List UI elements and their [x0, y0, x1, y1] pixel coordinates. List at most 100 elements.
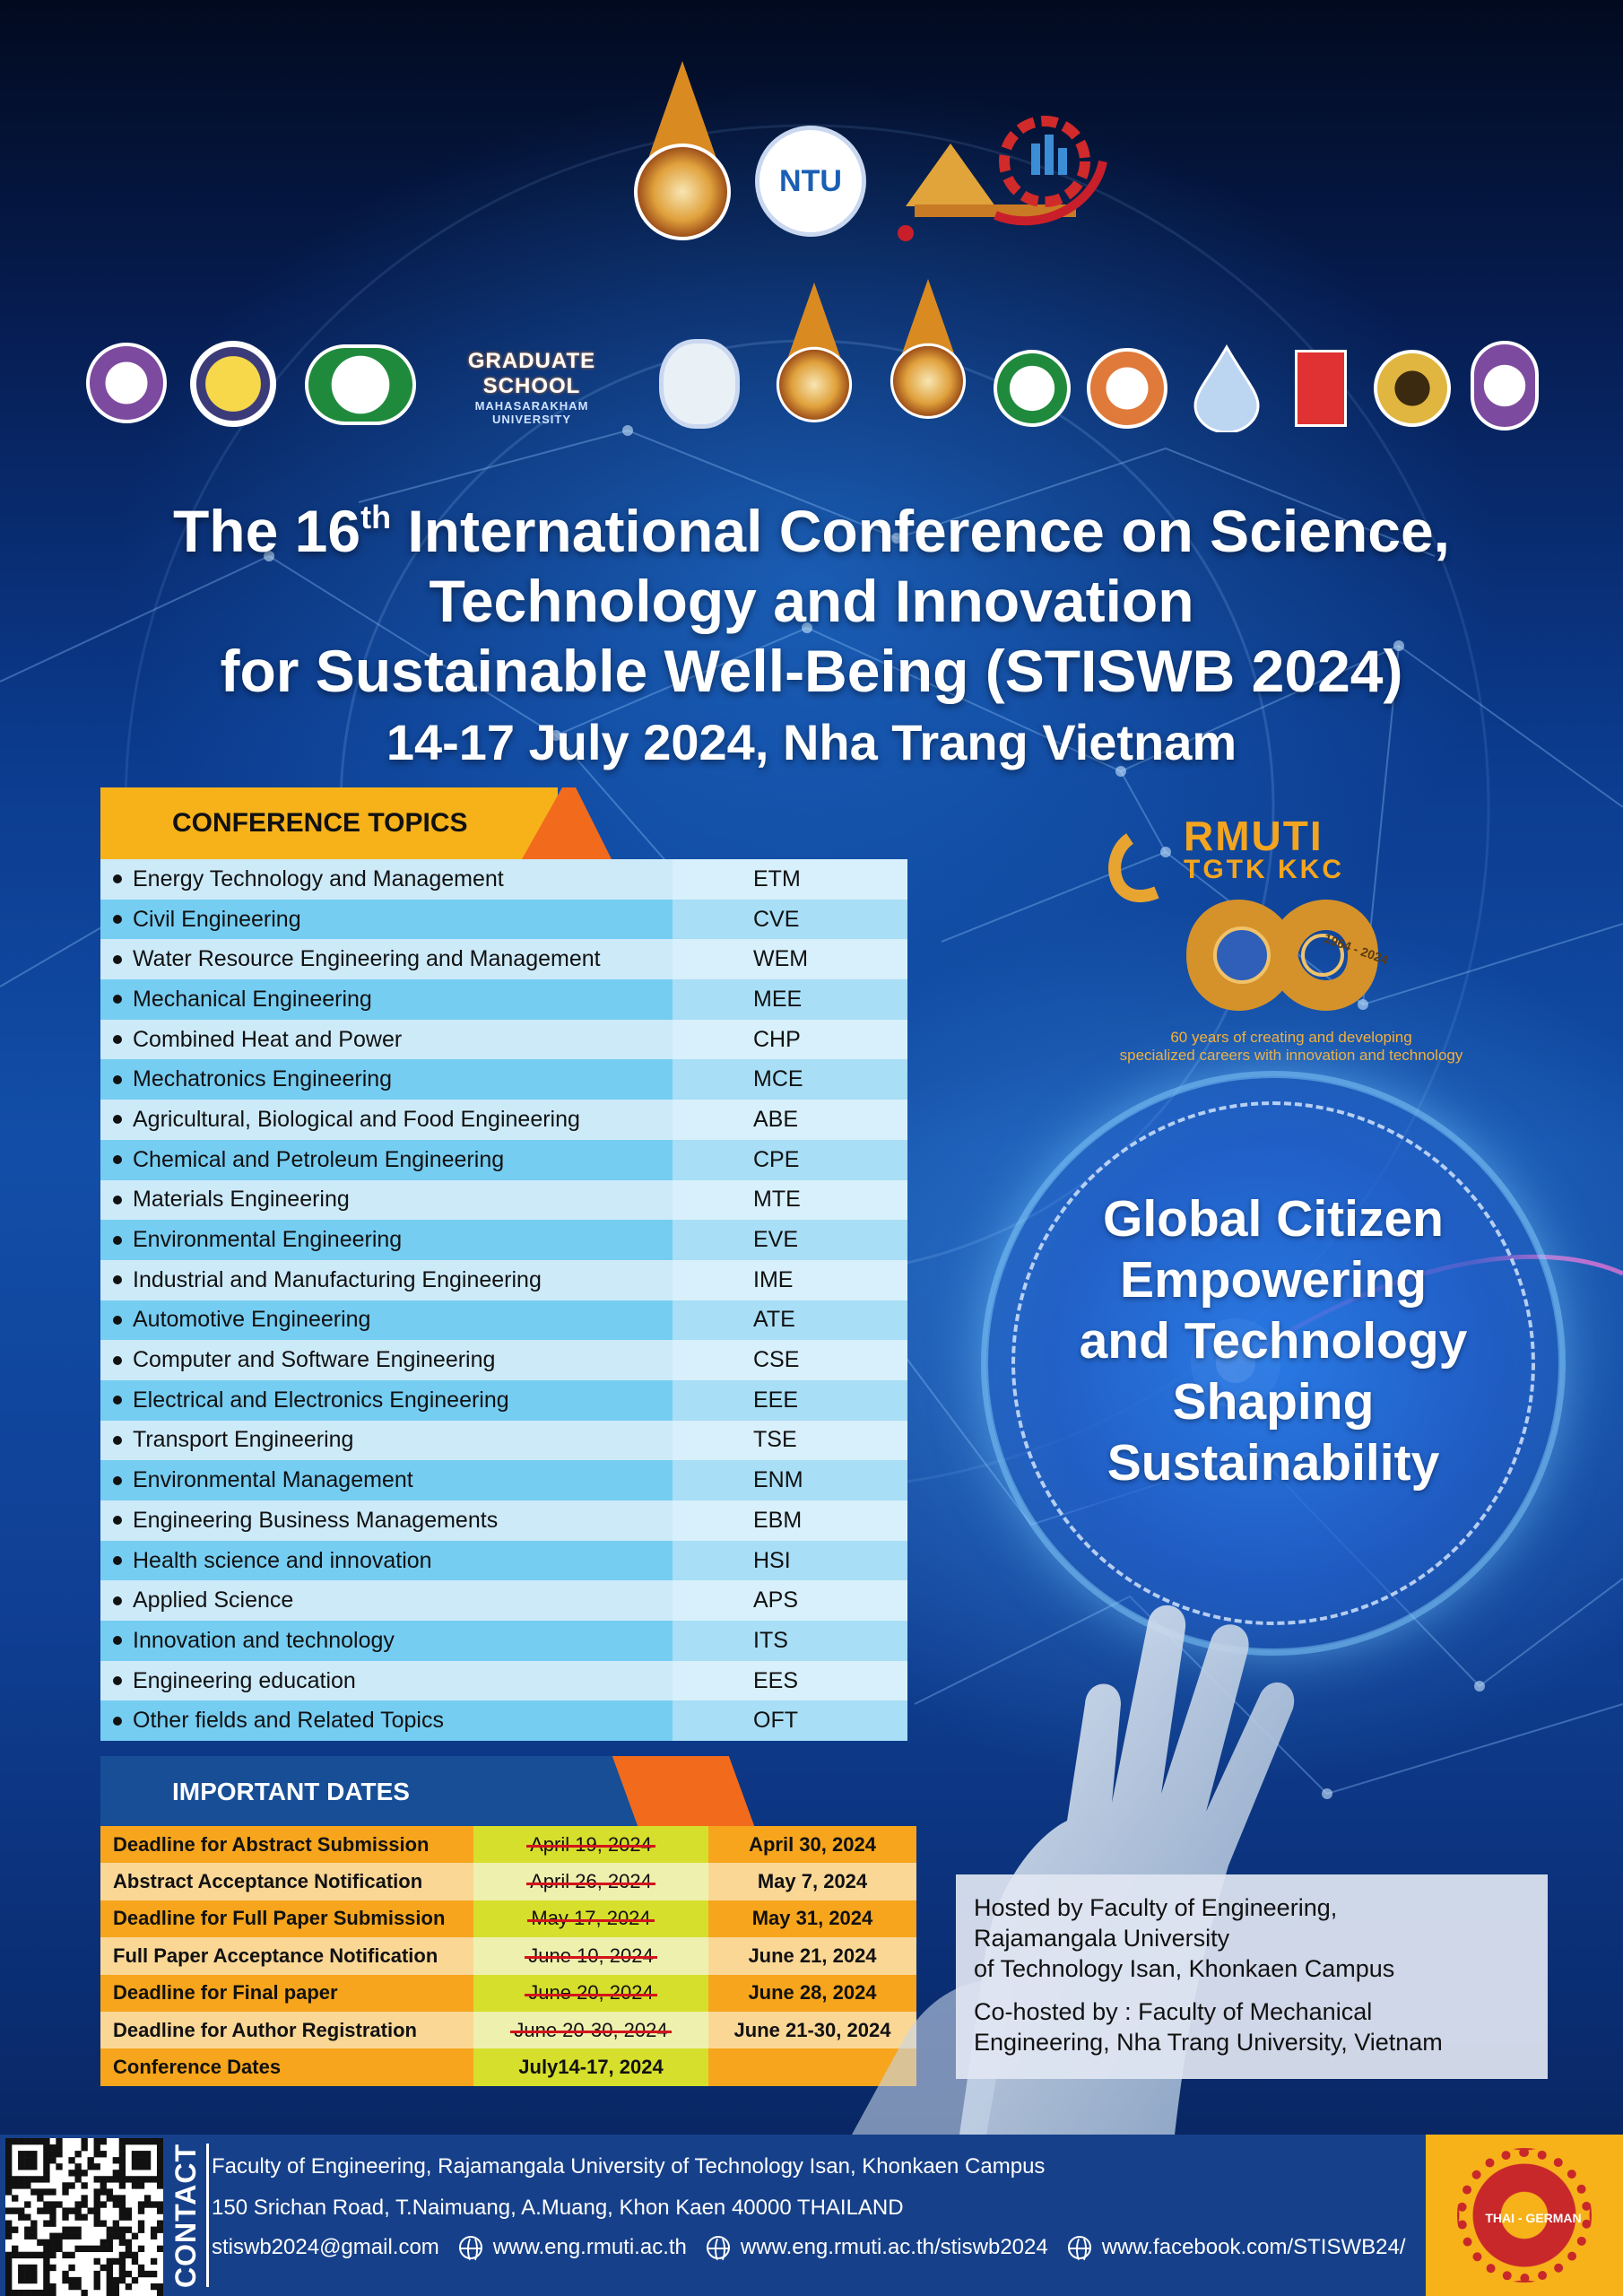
topic-code: MEE — [673, 979, 907, 1020]
topic-row: Agricultural, Biological and Food Engine… — [100, 1100, 907, 1140]
graduate-school-text: GRADUATE SCHOOL — [467, 349, 596, 398]
topic-row: Mechanical Engineering MEE — [100, 979, 907, 1020]
partner-logo-green-2 — [994, 350, 1071, 427]
partner-logo-yellow — [190, 341, 276, 427]
topic-row: Engineering Business Managements EBM — [100, 1500, 907, 1541]
conference-title: The 16th International Conference on Sci… — [0, 483, 1623, 774]
title-line-1: The 16th International Conference on Sci… — [172, 498, 1451, 564]
date-row: Deadline for Final paper June 20, 2024 Jun… — [100, 1974, 916, 2012]
topic-name: Civil Engineering — [100, 899, 673, 940]
ntu-logo: NTU — [755, 126, 866, 237]
bullet-icon — [113, 1716, 122, 1726]
topic-row: Engineering education EES — [100, 1660, 907, 1701]
topic-code: WEM — [673, 939, 907, 980]
slogan-globe — [981, 1071, 1566, 1656]
topic-row: Civil Engineering CVE — [100, 899, 907, 940]
date-original: June 20-30, 2024 — [473, 2011, 708, 2049]
bullet-icon — [113, 995, 122, 1004]
contact-address-line-2: 150 Srichan Road, T.Naimuang, A.Muang, K… — [212, 2196, 904, 2220]
partner-logo-purple — [86, 343, 167, 423]
globe-icon — [706, 2236, 730, 2263]
date-extended: June 21-30, 2024 — [708, 2011, 916, 2049]
conference-website-link[interactable]: www.eng.rmuti.ac.th/stiswb2024 — [740, 2235, 1048, 2259]
date-extended: May 31, 2024 — [708, 1900, 916, 1938]
hosted-by-line-3: of Technology Isan, Khonkaen Campus — [974, 1955, 1395, 1982]
topic-name: Agricultural, Biological and Food Engine… — [100, 1100, 673, 1140]
topic-name: Mechatronics Engineering — [100, 1059, 673, 1100]
topic-code: EES — [673, 1660, 907, 1701]
topic-code: EBM — [673, 1500, 907, 1541]
topic-name: Computer and Software Engineering — [100, 1340, 673, 1380]
date-row: Abstract Acceptance Notification April 26… — [100, 1863, 916, 1900]
contact-divider — [206, 2144, 209, 2287]
facebook-link[interactable]: www.facebook.com/STISWB24/ — [1101, 2235, 1406, 2259]
topic-code: TSE — [673, 1420, 907, 1461]
bullet-icon — [113, 1035, 122, 1045]
stiswb-2024-logo — [888, 108, 1112, 242]
conference-dates-location: 14-17 July 2024, Nha Trang Vietnam — [386, 714, 1237, 770]
title-line-2: Technology and Innovation — [429, 568, 1194, 634]
date-row: Deadline for Author Registration June 20-… — [100, 2011, 916, 2049]
date-original: June 10, 2024 — [473, 1937, 708, 1975]
date-extended: June 21, 2024 — [708, 1937, 916, 1975]
rmuti-infinity-graphic — [1108, 833, 1379, 1011]
partner-logo-gold — [1374, 350, 1451, 427]
conference-slogan: Global Citizen Empowering and Technology… — [1079, 1190, 1468, 1492]
topic-name: Mechanical Engineering — [100, 979, 673, 1020]
topic-row: Chemical and Petroleum Engineering CPE — [100, 1139, 907, 1180]
contact-email-link[interactable]: stiswb2024@gmail.com — [212, 2235, 439, 2259]
topic-row: Mechatronics Engineering MCE — [100, 1059, 907, 1100]
topic-name: Innovation and technology — [100, 1621, 673, 1661]
topic-code: EVE — [673, 1220, 907, 1260]
topic-row: Environmental Management ENM — [100, 1460, 907, 1500]
important-dates-table: Deadline for Abstract Submission April 19… — [100, 1826, 916, 2086]
partner-logo-green — [305, 344, 416, 425]
qr-code[interactable] — [5, 2138, 163, 2296]
topic-row: Other fields and Related Topics OFT — [100, 1700, 907, 1742]
bullet-icon — [113, 1596, 122, 1605]
topic-name: Combined Heat and Power — [100, 1019, 673, 1060]
globe-icon — [1067, 2236, 1091, 2263]
bullet-icon — [113, 1636, 122, 1646]
topic-row: Materials Engineering MTE — [100, 1179, 907, 1221]
date-extended: May 7, 2024 — [708, 1863, 916, 1900]
hosted-by-box: Hosted by Faculty of Engineering, Rajama… — [956, 1874, 1548, 2079]
topic-code: OFT — [673, 1700, 907, 1742]
partner-logo-temple-1 — [778, 283, 850, 439]
date-extended — [708, 2048, 916, 2086]
topic-code: CSE — [673, 1340, 907, 1380]
bullet-icon — [113, 1355, 122, 1365]
bullet-icon — [113, 1155, 122, 1165]
date-label: Full Paper Acceptance Notification — [100, 1937, 473, 1975]
bullet-icon — [113, 1516, 122, 1526]
topic-row: Transport Engineering TSE — [100, 1420, 907, 1461]
date-label: Abstract Acceptance Notification — [100, 1863, 473, 1900]
co-hosted-by-line-2: Engineering, Nha Trang University, Vietn… — [974, 2029, 1443, 2056]
sirdc-logo — [1295, 350, 1347, 427]
bullet-icon — [113, 874, 122, 884]
date-row: Conference Dates July14-17, 2024 — [100, 2048, 916, 2086]
bullet-icon — [113, 1074, 122, 1084]
thai-german-logo: THAI - GERMAN — [1426, 2135, 1623, 2296]
topic-row: Combined Heat and Power CHP — [100, 1019, 907, 1060]
topic-code: ETM — [673, 859, 907, 900]
date-label: Deadline for Abstract Submission — [100, 1826, 473, 1864]
date-original: April 19, 2024 — [473, 1826, 708, 1864]
thai-german-label: THAI - GERMAN — [1485, 2211, 1582, 2225]
topic-row: Industrial and Manufacturing Engineering… — [100, 1259, 907, 1300]
date-label: Conference Dates — [100, 2048, 473, 2086]
topic-name: Transport Engineering — [100, 1420, 673, 1461]
important-dates-label: IMPORTANT DATES — [172, 1778, 410, 1805]
bullet-icon — [113, 1475, 122, 1485]
date-label: Deadline for Final paper — [100, 1974, 473, 2012]
website-link[interactable]: www.eng.rmuti.ac.th — [492, 2235, 687, 2259]
topic-name: Other fields and Related Topics — [100, 1700, 673, 1742]
drop-icon — [1193, 344, 1260, 432]
date-original: April 26, 2024 — [473, 1863, 708, 1900]
topic-name: Automotive Engineering — [100, 1300, 673, 1341]
partner-logo-temple-2 — [892, 279, 964, 436]
contact-label-vertical: CONTACT — [169, 2143, 203, 2288]
rmuti-tagline: 60 years of creating and developing spec… — [1119, 1029, 1463, 1064]
topic-row: Health science and innovation HSI — [100, 1540, 907, 1581]
partner-logo-ganesha — [659, 339, 740, 429]
